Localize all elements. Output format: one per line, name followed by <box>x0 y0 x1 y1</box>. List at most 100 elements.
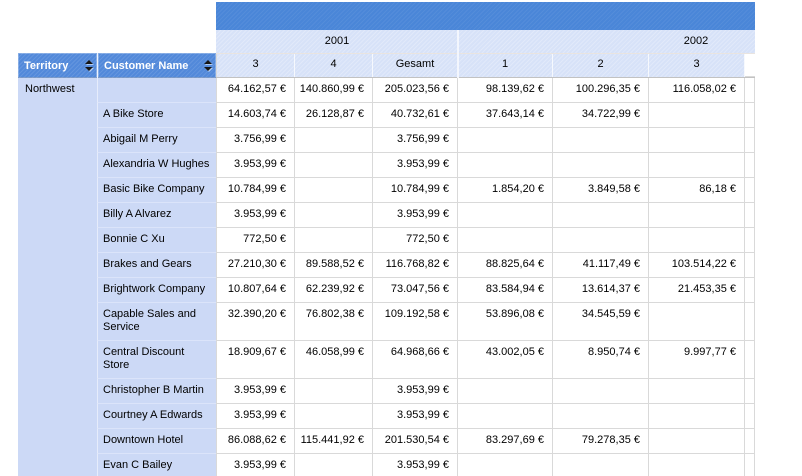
value-cell <box>649 379 745 404</box>
value-cell: 10.784,99 € <box>216 178 295 203</box>
value-cell: 103.514,22 € <box>649 253 745 278</box>
value-cell: 205.023,56 € <box>373 78 458 103</box>
spacer-header-cell <box>745 54 755 77</box>
quarter-header-cell: 3 <box>649 54 745 77</box>
spacer-cell <box>745 178 755 203</box>
value-cell: 3.849,58 € <box>553 178 649 203</box>
value-cell <box>553 128 649 153</box>
value-cell <box>649 303 745 341</box>
spacer-cell <box>745 103 755 128</box>
value-cell: 3.756,99 € <box>216 128 295 153</box>
value-cell <box>553 454 649 476</box>
table-row: Evan C Bailey 3.953,99 €3.953,99 € <box>18 454 755 476</box>
value-cell: 64.162,57 € <box>216 78 295 103</box>
value-cell: 3.953,99 € <box>373 404 458 429</box>
value-cell <box>553 228 649 253</box>
spacer-cell <box>745 303 755 341</box>
table-row: Downtown Hotel 86.088,62 €115.441,92 €201… <box>18 429 755 454</box>
value-cell: 34.545,59 € <box>553 303 649 341</box>
year-group-row: 2001 2002 <box>216 30 755 53</box>
value-cell <box>295 404 373 429</box>
table-row: Brightwork Company 10.807,64 €62.239,92 €… <box>18 278 755 303</box>
sort-up-down-icon[interactable] <box>204 60 212 71</box>
value-cell <box>553 153 649 178</box>
value-cell: 62.239,92 € <box>295 278 373 303</box>
table-body: Northwest 64.162,57 €140.860,99 €205.023,… <box>18 78 755 476</box>
customer-name-cell: Brakes and Gears <box>97 253 216 278</box>
spacer-cell <box>745 379 755 404</box>
territory-cell <box>18 103 97 128</box>
value-cell <box>295 228 373 253</box>
territory-cell <box>18 341 97 379</box>
table-row: Northwest 64.162,57 €140.860,99 €205.023,… <box>18 78 755 103</box>
customer-name-cell: Alexandria W Hughes <box>97 153 216 178</box>
territory-cell <box>18 429 97 454</box>
value-cell: 772,50 € <box>373 228 458 253</box>
value-cell: 98.139,62 € <box>458 78 553 103</box>
value-cell <box>649 404 745 429</box>
value-cell <box>458 404 553 429</box>
value-cell: 3.953,99 € <box>373 203 458 228</box>
spacer-cell <box>745 404 755 429</box>
table-row: Courtney A Edwards 3.953,99 €3.953,99 € <box>18 404 755 429</box>
territory-cell <box>18 303 97 341</box>
value-cell <box>295 178 373 203</box>
value-cell: 64.968,66 € <box>373 341 458 379</box>
value-cell: 86.088,62 € <box>216 429 295 454</box>
territory-cell <box>18 278 97 303</box>
value-cell: 3.953,99 € <box>216 454 295 476</box>
value-cell: 100.296,35 € <box>553 78 649 103</box>
table-row: Christopher B Martin 3.953,99 €3.953,99 € <box>18 379 755 404</box>
value-cell: 18.909,67 € <box>216 341 295 379</box>
value-cell <box>553 404 649 429</box>
spacer-cell <box>745 253 755 278</box>
table-row: Billy A Alvarez 3.953,99 €3.953,99 € <box>18 203 755 228</box>
value-cell: 21.453,35 € <box>649 278 745 303</box>
value-cell <box>553 379 649 404</box>
value-cell: 79.278,35 € <box>553 429 649 454</box>
table-row: Basic Bike Company 10.784,99 €10.784,99 €… <box>18 178 755 203</box>
customer-name-header-label: Customer Name <box>104 59 189 72</box>
territory-cell <box>18 253 97 278</box>
territory-cell <box>18 153 97 178</box>
value-cell: 1.854,20 € <box>458 178 553 203</box>
quarter-header-row: 3 4 Gesamt 1 2 3 <box>216 53 755 78</box>
value-cell: 201.530,54 € <box>373 429 458 454</box>
territory-column-header[interactable]: Territory <box>18 53 97 78</box>
spacer-cell <box>745 128 755 153</box>
value-cell <box>649 454 745 476</box>
quarter-header-cell: 2 <box>553 54 649 77</box>
value-cell: 3.953,99 € <box>373 379 458 404</box>
value-cell: 32.390,20 € <box>216 303 295 341</box>
value-cell <box>458 203 553 228</box>
value-cell <box>295 379 373 404</box>
value-cell: 37.643,14 € <box>458 103 553 128</box>
value-cell: 10.784,99 € <box>373 178 458 203</box>
value-cell: 3.953,99 € <box>216 404 295 429</box>
table-row: Abigail M Perry 3.756,99 €3.756,99 € <box>18 128 755 153</box>
year-group-separator <box>457 30 459 78</box>
value-cell: 3.756,99 € <box>373 128 458 153</box>
customer-name-cell: Central Discount Store <box>97 341 216 379</box>
value-cell <box>295 454 373 476</box>
table-row: Bonnie C Xu 772,50 €772,50 € <box>18 228 755 253</box>
value-cell <box>649 429 745 454</box>
territory-cell <box>18 178 97 203</box>
sort-up-down-icon[interactable] <box>85 60 93 71</box>
customer-name-column-header[interactable]: Customer Name <box>97 53 216 78</box>
value-cell: 86,18 € <box>649 178 745 203</box>
spacer-cell <box>745 153 755 178</box>
value-cell: 109.192,58 € <box>373 303 458 341</box>
value-cell: 3.953,99 € <box>216 153 295 178</box>
territory-cell: Northwest <box>18 78 97 103</box>
value-cell: 89.588,52 € <box>295 253 373 278</box>
value-cell: 76.802,38 € <box>295 303 373 341</box>
value-cell <box>458 228 553 253</box>
spacer-cell <box>745 78 755 103</box>
value-cell: 9.997,77 € <box>649 341 745 379</box>
value-cell <box>649 203 745 228</box>
value-cell: 53.896,08 € <box>458 303 553 341</box>
value-cell <box>649 103 745 128</box>
territory-cell <box>18 379 97 404</box>
value-cell <box>295 128 373 153</box>
